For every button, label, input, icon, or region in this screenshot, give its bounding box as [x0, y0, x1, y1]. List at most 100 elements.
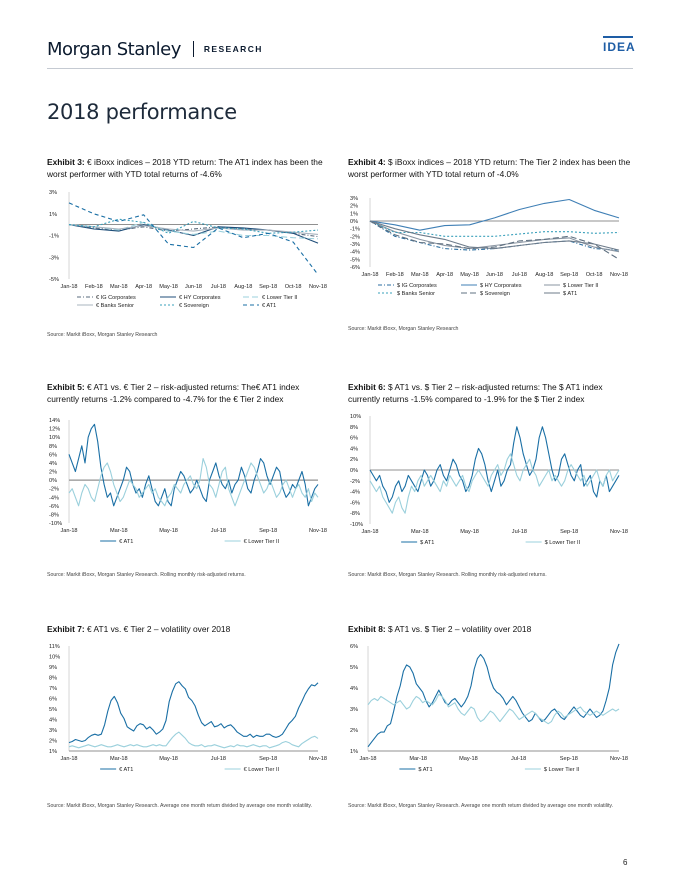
x-tick-label: Sep-18: [259, 284, 277, 290]
y-tick-label: -3%: [49, 255, 59, 261]
y-tick-label: 0%: [49, 478, 57, 484]
y-tick-label: -8%: [350, 511, 360, 517]
x-tick-label: Jul-18: [211, 528, 226, 534]
x-tick-label: May-18: [159, 284, 178, 290]
x-tick-label: Mar-18: [110, 284, 128, 290]
series-line-1: [68, 423, 319, 507]
x-tick-label: Jan-18: [60, 284, 77, 290]
legend-label: $ Sovereign: [480, 291, 510, 297]
x-tick-label: Jan-18: [60, 756, 77, 762]
y-tick-label: 3%: [350, 196, 358, 202]
series-line-2: [367, 693, 620, 725]
exhibit-7-chart: 11% 10% 9% 8% 7% 6% 5% 4% 3% 2% 1%Jan-18 Mar-18 May-…: [49, 644, 327, 773]
legend-label: € Lower Tier II: [244, 539, 280, 545]
x-tick-label: Feb-18: [85, 284, 103, 290]
y-tick-label: 2%: [350, 204, 358, 210]
y-tick-label: 9%: [49, 665, 57, 671]
legend-label: $ Banks Senior: [397, 291, 435, 297]
y-tick-label: 1%: [49, 749, 57, 755]
legend-label: € HY Corporates: [179, 295, 221, 301]
y-tick-label: 10%: [49, 435, 60, 441]
x-tick-label: May-18: [459, 756, 478, 762]
exhibit-6-chart: 10% 8% 6% 4% 2% 0% -2% -4% -6% -8% -10%Jan-18 Mar-1…: [350, 414, 628, 546]
x-tick-label: Jan-18: [359, 756, 376, 762]
series-line-2: [68, 458, 319, 507]
x-tick-label: Mar-18: [411, 272, 429, 278]
exhibit-caption: $ AT1 vs. $ Tier 2 – volatility over 201…: [388, 624, 532, 634]
y-tick-label: 7%: [49, 686, 57, 692]
y-tick-label: -5%: [49, 277, 59, 283]
y-tick-label: 2%: [350, 728, 358, 734]
header-rule: [47, 68, 633, 69]
exhibit-caption: $ AT1 vs. $ Tier 2 – risk-adjusted retur…: [348, 382, 603, 404]
y-tick-label: 11%: [49, 644, 60, 650]
y-tick-label: -6%: [350, 265, 360, 271]
series-line-2: [369, 453, 620, 514]
x-tick-label: Jul-18: [512, 529, 527, 535]
x-tick-label: Nov-18: [610, 756, 628, 762]
exhibit-3-source: Source: Markit iBoxx, Morgan Stanley Res…: [47, 332, 158, 338]
exhibit-label: Exhibit 5:: [47, 382, 85, 392]
exhibit-8-caption: Exhibit 8: $ AT1 vs. $ Tier 2 – volatili…: [348, 623, 631, 635]
y-tick-label: 2%: [350, 457, 358, 463]
x-tick-label: Sep-18: [560, 756, 578, 762]
exhibit-5-source: Source: Markit iBoxx, Morgan Stanley Res…: [47, 572, 246, 578]
y-tick-label: -4%: [350, 490, 360, 496]
exhibit-3-caption: Exhibit 3: € iBoxx indices – 2018 YTD re…: [47, 156, 330, 180]
y-tick-label: 6%: [350, 436, 358, 442]
x-tick-label: Mar-18: [110, 756, 128, 762]
legend-label: $ AT1: [563, 291, 577, 297]
y-tick-label: 1%: [350, 749, 358, 755]
series-line-3: [68, 221, 319, 240]
y-tick-label: 0%: [350, 468, 358, 474]
exhibit-caption: $ iBoxx indices – 2018 YTD return: The T…: [348, 157, 631, 179]
y-tick-label: -10%: [49, 521, 62, 527]
header-divider: [192, 41, 194, 57]
exhibit-5-chart: 14% 12% 10% 8% 6% 4% 2% 0% -2% -4% -6% -8% -10%Jan-1…: [49, 418, 327, 545]
y-tick-label: 1%: [350, 211, 358, 217]
exhibit-4-source: Source: Markit iBoxx, Morgan Stanley Res…: [348, 326, 459, 332]
y-tick-label: 2%: [49, 739, 57, 745]
legend-label: $ Lower Tier II: [545, 540, 581, 546]
y-tick-label: 0%: [350, 219, 358, 225]
x-tick-label: Aug-18: [535, 272, 553, 278]
y-tick-label: -2%: [49, 487, 59, 493]
series-line-5: [369, 220, 620, 260]
x-tick-label: Sep-18: [560, 529, 578, 535]
y-tick-label: 5%: [350, 665, 358, 671]
x-tick-label: Feb-18: [386, 272, 404, 278]
x-tick-label: Nov-18: [309, 528, 327, 534]
page-number: 6: [623, 858, 628, 867]
y-tick-label: 2%: [49, 470, 57, 476]
y-tick-label: 4%: [49, 461, 57, 467]
y-tick-label: -8%: [49, 512, 59, 518]
x-tick-label: Nov-18: [610, 272, 628, 278]
y-tick-label: 4%: [350, 686, 358, 692]
y-tick-label: -3%: [350, 242, 360, 248]
y-tick-label: 4%: [49, 718, 57, 724]
exhibit-caption: € AT1 vs. € Tier 2 – risk-adjusted retur…: [47, 382, 300, 404]
exhibit-caption: € AT1 vs. € Tier 2 – volatility over 201…: [87, 624, 231, 634]
exhibit-6-source: Source: Markit iBoxx, Morgan Stanley Res…: [348, 572, 547, 578]
exhibit-8-source: Source: Markit iBoxx, Morgan Stanley Res…: [348, 803, 614, 809]
section-title: 2018 performance: [47, 100, 237, 124]
series-line-3: [369, 220, 620, 253]
series-line-4: [369, 220, 620, 237]
header: Morgan Stanley RESEARCH: [47, 36, 263, 62]
series-line-1: [367, 643, 620, 748]
y-tick-label: 3%: [350, 707, 358, 713]
legend-label: $ HY Corporates: [480, 283, 522, 289]
x-tick-label: Aug-18: [234, 284, 252, 290]
legend-label: € Sovereign: [179, 303, 209, 309]
exhibit-3-chart: 3% 1% -1% -3% -5%Jan-18 Feb-18 Mar-18 Apr-18 May…: [49, 190, 327, 309]
exhibit-4-caption: Exhibit 4: $ iBoxx indices – 2018 YTD re…: [348, 156, 631, 180]
x-tick-label: Nov-18: [309, 756, 327, 762]
x-tick-label: Jan-18: [361, 272, 378, 278]
legend-label: € Lower Tier II: [262, 295, 298, 301]
y-tick-label: -2%: [350, 479, 360, 485]
x-tick-label: Jul-18: [511, 756, 526, 762]
x-tick-label: Mar-18: [411, 529, 429, 535]
x-tick-label: Sep-18: [259, 756, 277, 762]
legend-label: $ IG Corporates: [397, 283, 437, 289]
y-tick-label: 6%: [350, 644, 358, 650]
